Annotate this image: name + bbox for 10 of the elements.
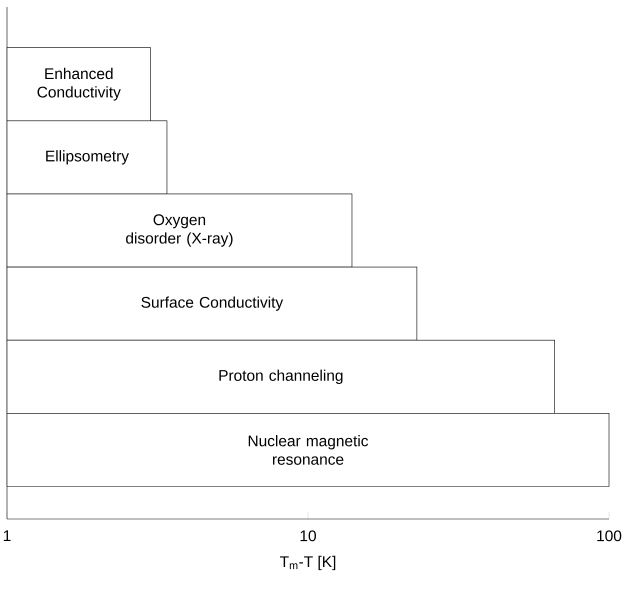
x-tick-label: 10 [300, 530, 316, 542]
x-tick-label: 1 [4, 530, 11, 541]
y-tick-label: Ellipsometry [46, 150, 129, 165]
y-tick-label: Nuclear magnetic resonance [248, 435, 368, 465]
y-tick-label: Proton channeling [219, 370, 342, 384]
x-axis-title: T$_{m}$-T [K] [280, 556, 336, 570]
x-tick-label: 100 [597, 530, 622, 542]
y-tick-label: Oxygen disorder (X-ray) [126, 214, 233, 247]
y-tick-label: Enhanced Conductivity [38, 68, 121, 101]
y-tick-label: Surface Conductivity [141, 296, 284, 311]
